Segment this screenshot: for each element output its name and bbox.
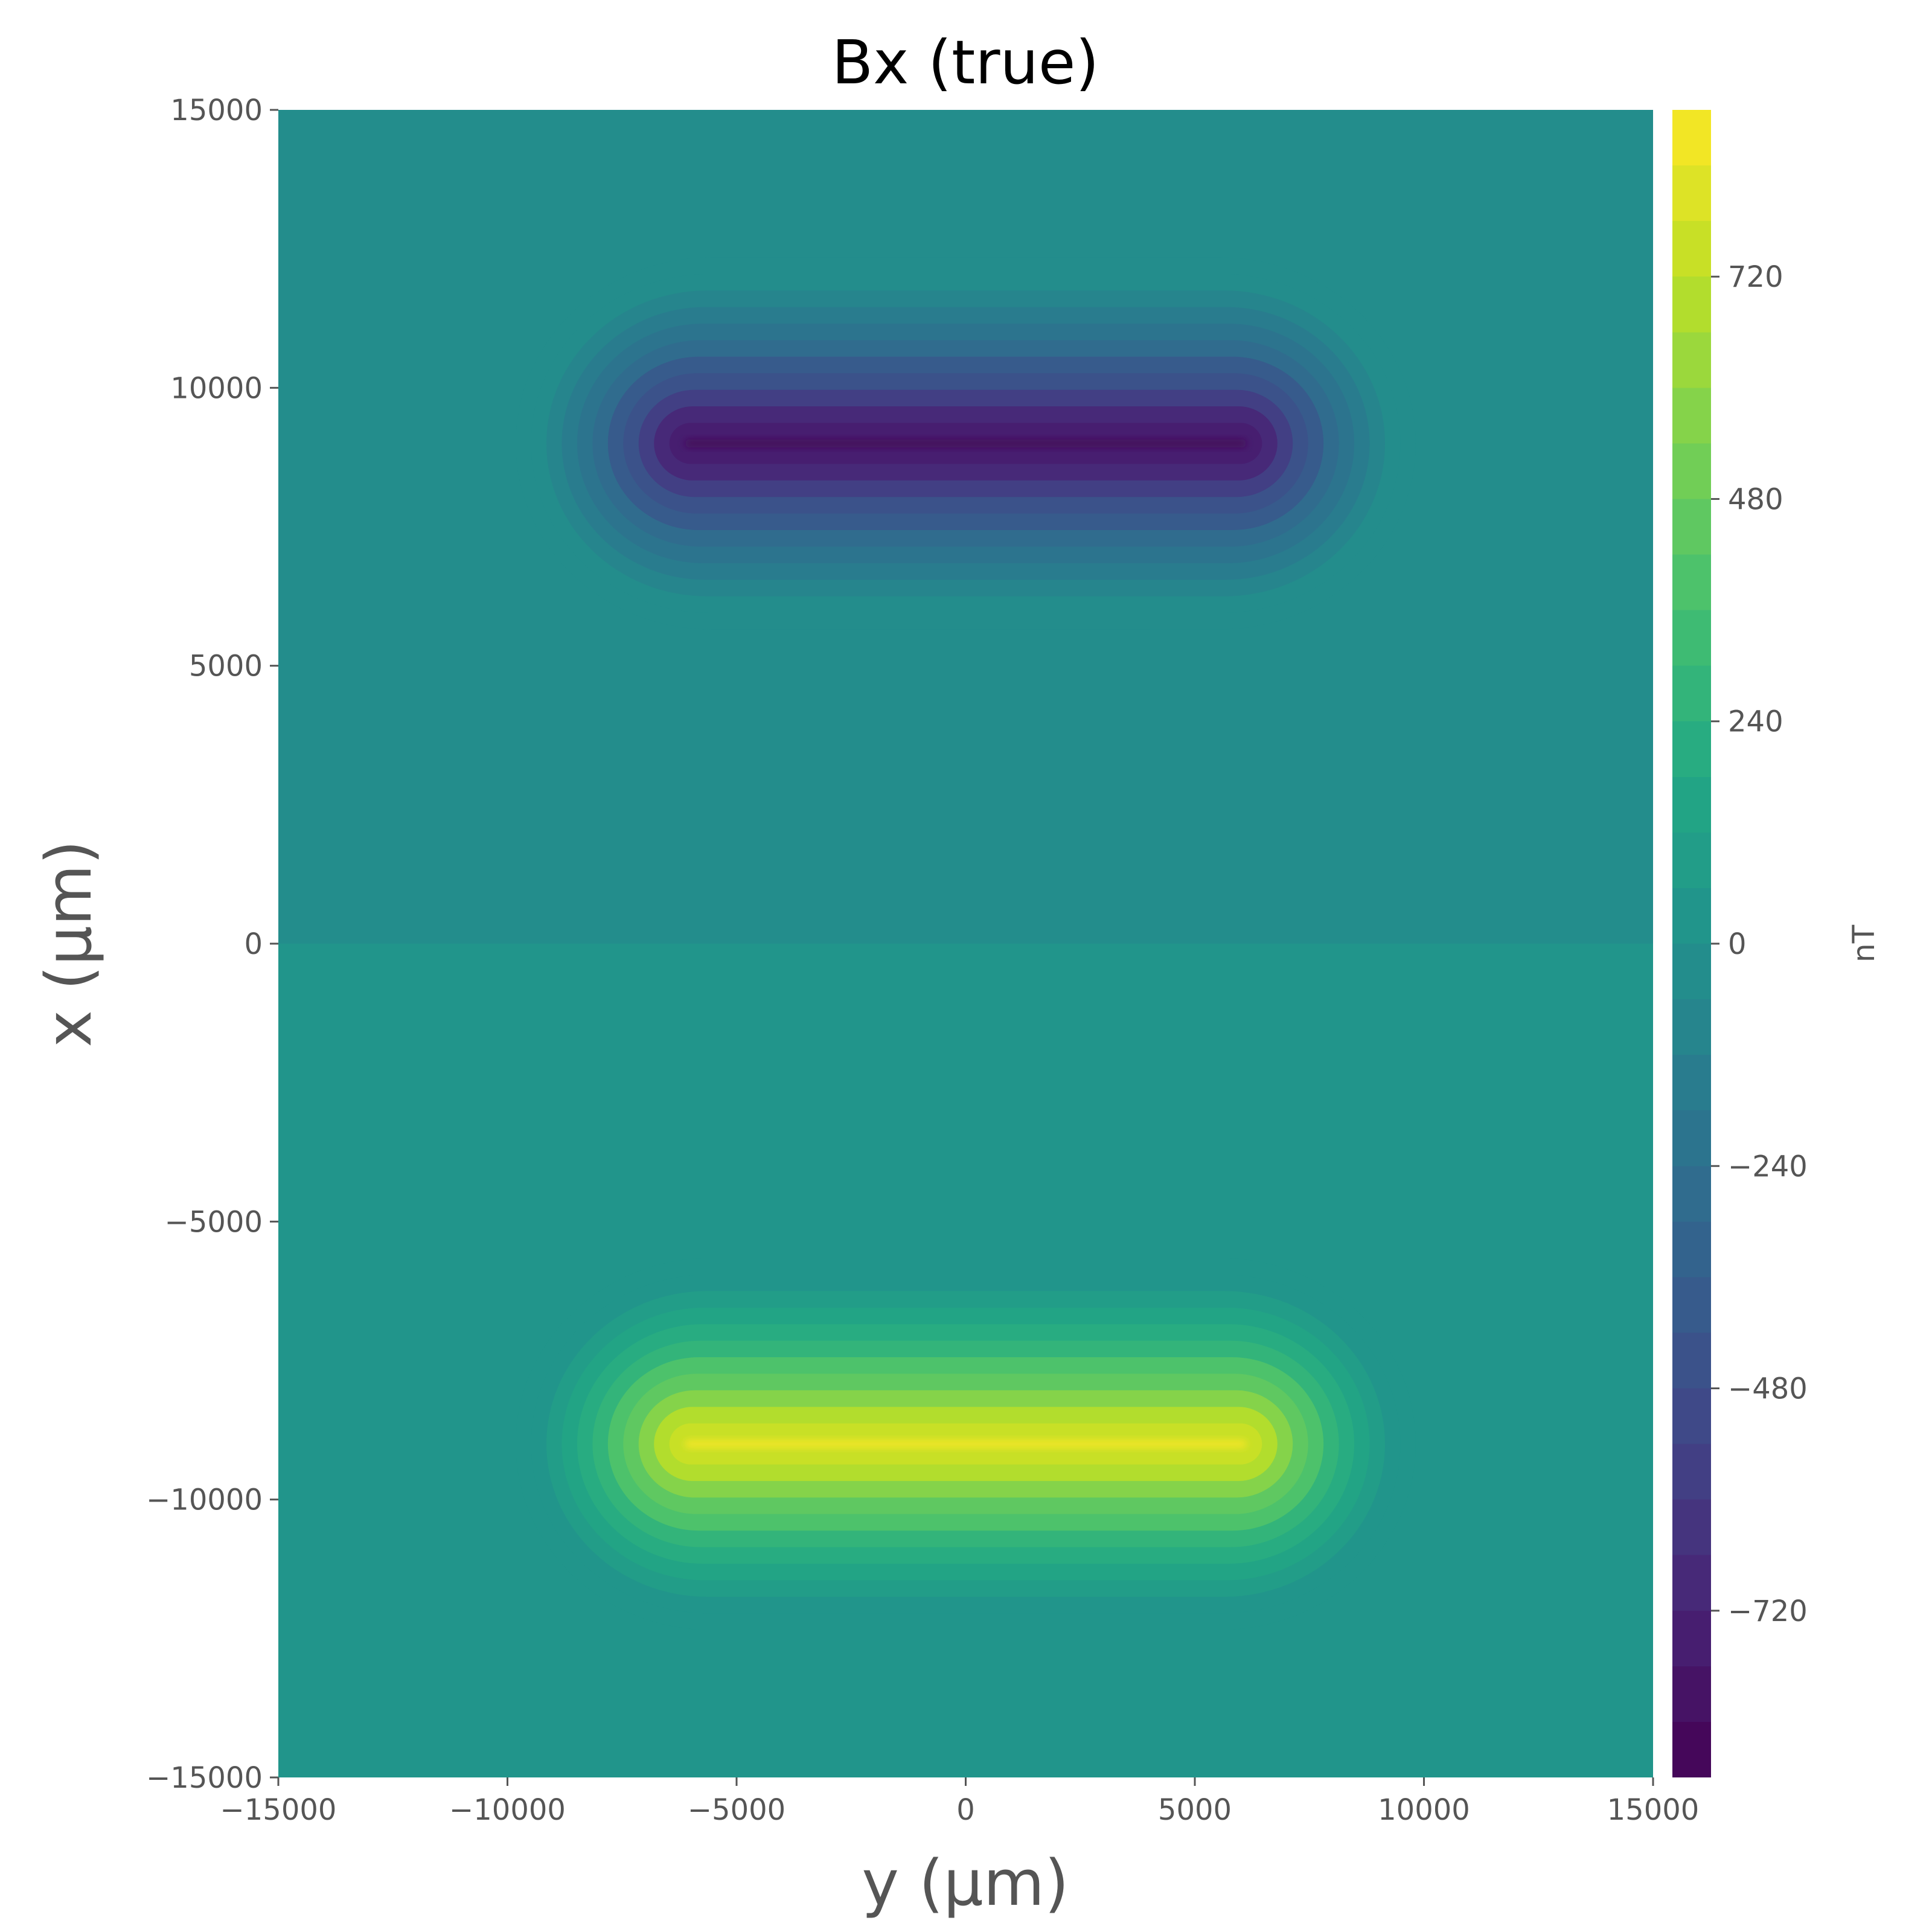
colorbar-tick-label: −240 <box>1728 1150 1808 1183</box>
contour-band <box>685 1440 1247 1448</box>
x-axis: −15000 −10000 −5000 0 5000 10000 15000 <box>220 1777 1700 1827</box>
plot-area <box>278 110 1653 1777</box>
x-tick-label: −15000 <box>220 1793 337 1827</box>
x-axis-label: y (μm) <box>862 1846 1069 1920</box>
positive-lobe <box>516 1258 1416 1630</box>
colorbar-tick-label: 0 <box>1728 927 1747 961</box>
colorbar-tick-label: −720 <box>1728 1595 1808 1628</box>
x-tick-label: −5000 <box>688 1793 785 1827</box>
colorbar-bar <box>1672 110 1711 1777</box>
y-tick-label: −5000 <box>165 1205 263 1239</box>
colorbar-tick-label: −480 <box>1728 1372 1808 1406</box>
y-tick-label: −15000 <box>146 1761 263 1795</box>
colorbar-tick-label: 480 <box>1728 482 1783 516</box>
y-tick-label: 15000 <box>170 94 263 127</box>
x-tick-label: 5000 <box>1158 1793 1232 1827</box>
colorbar-tick-label: 720 <box>1728 260 1783 294</box>
contour-band <box>685 439 1247 447</box>
y-tick-label: 0 <box>244 927 263 961</box>
colorbar-ticks: −720 −480 −240 0 240 480 720 <box>1711 260 1808 1628</box>
y-axis-label: x (μm) <box>32 840 106 1047</box>
x-tick-label: 15000 <box>1607 1793 1700 1827</box>
colorbar-tick-label: 240 <box>1728 705 1783 739</box>
x-tick-label: 0 <box>956 1793 975 1827</box>
y-tick-label: −10000 <box>146 1483 263 1517</box>
y-axis: −15000 −10000 −5000 0 5000 10000 15000 <box>146 94 278 1795</box>
chart-title: Bx (true) <box>832 27 1099 98</box>
x-tick-label: −10000 <box>449 1793 566 1827</box>
x-tick-label: 10000 <box>1378 1793 1470 1827</box>
colorbar: −720 −480 −240 0 240 480 720 <box>1672 110 1808 1777</box>
negative-lobe <box>516 257 1416 630</box>
y-tick-label: 5000 <box>189 650 263 683</box>
y-tick-label: 10000 <box>170 371 263 405</box>
colorbar-label: nT <box>1846 924 1881 962</box>
